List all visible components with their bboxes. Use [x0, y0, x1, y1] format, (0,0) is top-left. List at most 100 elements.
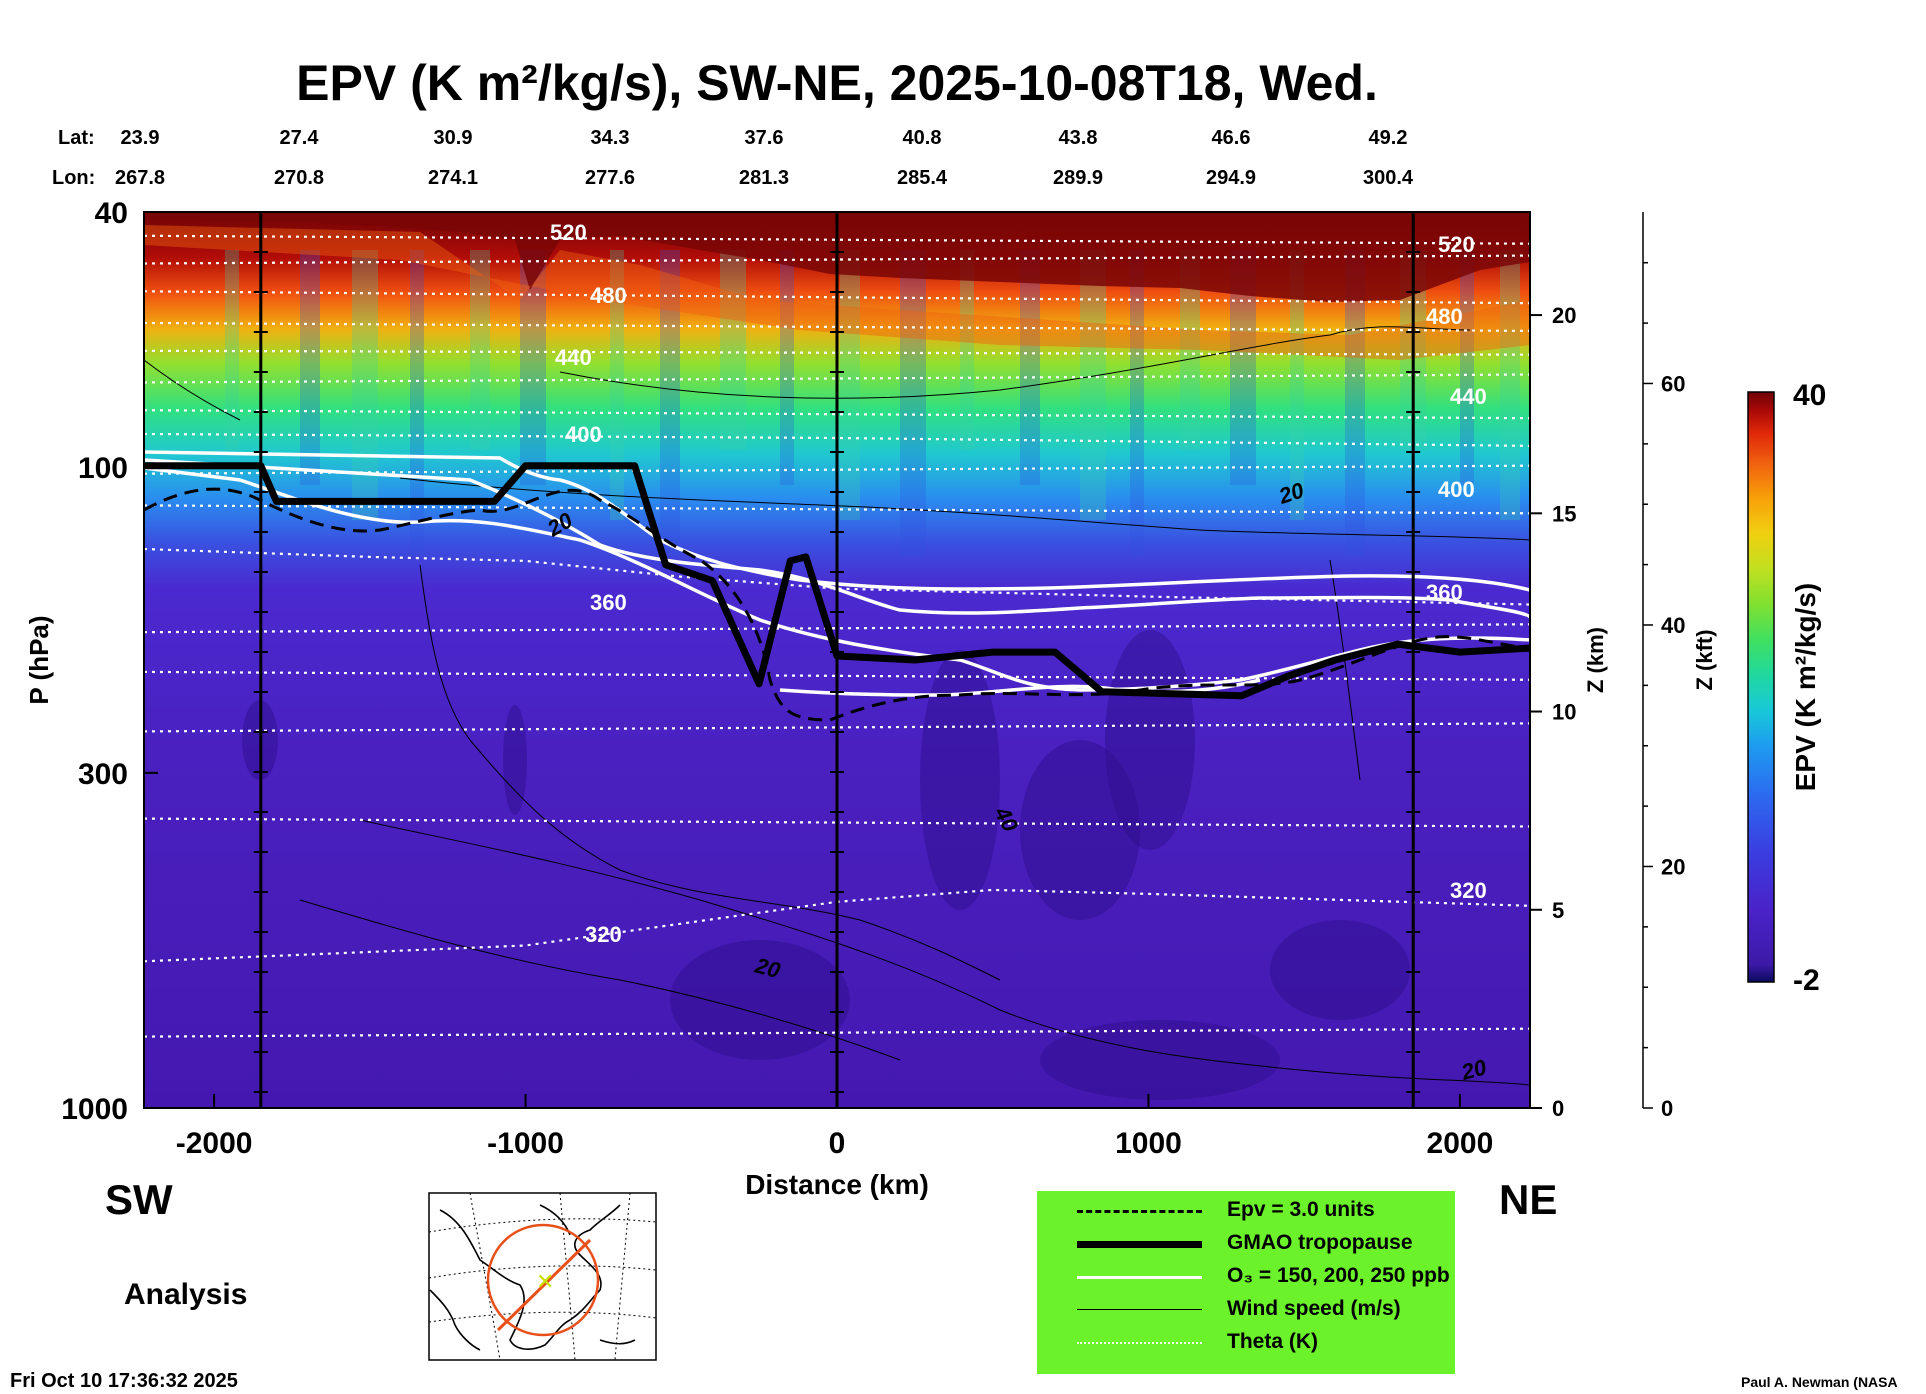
lat-value: 46.6 [1212, 127, 1251, 149]
legend-item-tropopause: GMAO tropopause [1037, 1228, 1455, 1260]
theta-label-480-right: 480 [1426, 304, 1463, 329]
colorbar-title: EPV (K m²/kg/s) [1790, 583, 1821, 791]
theta-label-360-left: 360 [590, 590, 627, 615]
epv-streak [720, 250, 746, 450]
colorbar-max-label: 40 [1793, 379, 1826, 412]
legend-item-wind: Wind speed (m/s) [1037, 1294, 1455, 1326]
lon-value: 300.4 [1363, 167, 1414, 189]
epv-streaks [225, 250, 1520, 1100]
lon-value: 270.8 [274, 167, 324, 189]
epv-streak [1130, 250, 1144, 555]
epv-streak [1080, 250, 1106, 520]
z-kft-tick-label: 40 [1661, 613, 1685, 638]
colorbar-min-label: -2 [1793, 964, 1820, 997]
epv-streak [352, 250, 378, 520]
epv-low-blob [503, 705, 527, 815]
theta-label-520-left: 520 [550, 220, 587, 245]
credit: Paul A. Newman (NASA [1741, 1374, 1898, 1390]
theta-line-360 [144, 547, 1530, 606]
theta-label-440-right: 440 [1450, 384, 1487, 409]
lon-value: 294.9 [1206, 167, 1256, 189]
lat-value: 27.4 [280, 127, 320, 149]
z-km-tick-label: 10 [1552, 700, 1576, 725]
lat-value: 30.9 [434, 127, 473, 149]
epv-streak [900, 250, 926, 555]
colorbar: 40 -2 EPV (K m²/kg/s) [1747, 379, 1826, 997]
chart-title: EPV (K m²/kg/s), SW-NE, 2025-10-08T18, W… [296, 55, 1378, 111]
theta-contour-labels: 520 480 440 400 360 320 520 480 440 400 … [550, 220, 1487, 947]
inset-transect-line [496, 1238, 592, 1332]
legend-item-epv: Epv = 3.0 units [1037, 1195, 1455, 1227]
ozone-contours [144, 450, 1530, 697]
y-axis-label: P (hPa) [24, 615, 54, 704]
x-tick-label: 1000 [1115, 1127, 1182, 1160]
epv-streak [225, 250, 239, 450]
epv-streak [520, 250, 546, 485]
plot-area: 520 480 440 400 360 320 520 480 440 400 … [143, 211, 1531, 1109]
z-kft-tick-label: 0 [1661, 1096, 1673, 1121]
y-tick-label: 40 [95, 197, 128, 230]
legend-label-epv: Epv = 3.0 units [1227, 1198, 1375, 1221]
legend-item-ozone: O₃ = 150, 200, 250 ppb [1037, 1261, 1455, 1293]
epv-streak [960, 250, 974, 450]
epv-streak [300, 250, 320, 485]
x-tick-label: 2000 [1427, 1127, 1494, 1160]
epv-streak [470, 250, 490, 450]
legend-sample-white [1077, 1276, 1202, 1279]
legend-label-theta: Theta (K) [1227, 1330, 1318, 1353]
epv-orange-band [144, 225, 1530, 360]
z-km-tick-label: 0 [1552, 1096, 1564, 1121]
legend-sample-dashed [1077, 1210, 1202, 1213]
epv-low-blob [1040, 1020, 1280, 1100]
z-kft-axis: 0 20 40 60 [1642, 212, 1685, 1121]
sw-direction-label: SW [105, 1176, 173, 1223]
epv-streak [1020, 250, 1040, 485]
z-km-axis-label: Z (km) [1583, 627, 1608, 693]
lon-value: 277.6 [585, 167, 635, 189]
x-tick-label: -2000 [176, 1127, 253, 1160]
legend-label-tropopause: GMAO tropopause [1227, 1231, 1413, 1254]
epv-streak [610, 250, 624, 520]
lat-value: 40.8 [903, 127, 942, 149]
theta-label-400-left: 400 [565, 422, 602, 447]
epv-low-blob [670, 940, 850, 1060]
inset-map-frame [428, 1192, 657, 1361]
lon-value: 267.8 [115, 167, 165, 189]
legend-sample-thin [1077, 1309, 1202, 1310]
z-km-axis: 0 5 10 15 20 [1530, 303, 1576, 1121]
epv-streak [1345, 250, 1365, 555]
lat-value: 34.3 [591, 127, 630, 149]
vertical-marker-lines [253, 212, 1421, 1108]
inset-range-circle [486, 1223, 600, 1337]
legend-item-theta: Theta (K) [1037, 1327, 1455, 1359]
legend-label-wind: Wind speed (m/s) [1227, 1297, 1401, 1320]
theta-label-320-left: 320 [585, 922, 622, 947]
wind-speed-contours [144, 326, 1530, 1086]
legend-sample-dotted [1077, 1342, 1202, 1344]
inset-map: ✕ [428, 1192, 657, 1361]
lon-row-label: Lon: [52, 167, 95, 189]
theta-label-320-right: 320 [1450, 878, 1487, 903]
inset-center-marker: ✕ [536, 1270, 554, 1295]
epv-streak [840, 250, 860, 520]
theta-label-480-left: 480 [590, 283, 627, 308]
z-km-tick-label: 20 [1552, 303, 1576, 328]
ne-direction-label: NE [1499, 1176, 1557, 1223]
lat-value: 43.8 [1059, 127, 1098, 149]
x-tick-label: -1000 [487, 1127, 564, 1160]
theta-label-400-right: 400 [1438, 477, 1475, 502]
gmao-tropopause-line [144, 462, 1530, 700]
legend-sample-thick [1077, 1241, 1202, 1248]
epv-streak [410, 250, 424, 555]
epv-low-blob [1105, 630, 1195, 850]
lat-value: 37.6 [745, 127, 784, 149]
lon-values: 267.8 270.8 274.1 277.6 281.3 285.4 289.9 294.9… [115, 167, 1414, 189]
epv-low-blob [1020, 740, 1140, 920]
colorbar-gradient [1747, 391, 1775, 983]
y-tick-label: 300 [78, 758, 128, 791]
epv-streak [780, 250, 794, 485]
z-kft-tick-label: 60 [1661, 371, 1685, 396]
lat-row-label: Lat: [58, 127, 95, 149]
legend: Epv = 3.0 units GMAO tropopause O₃ = 150… [1037, 1191, 1455, 1374]
